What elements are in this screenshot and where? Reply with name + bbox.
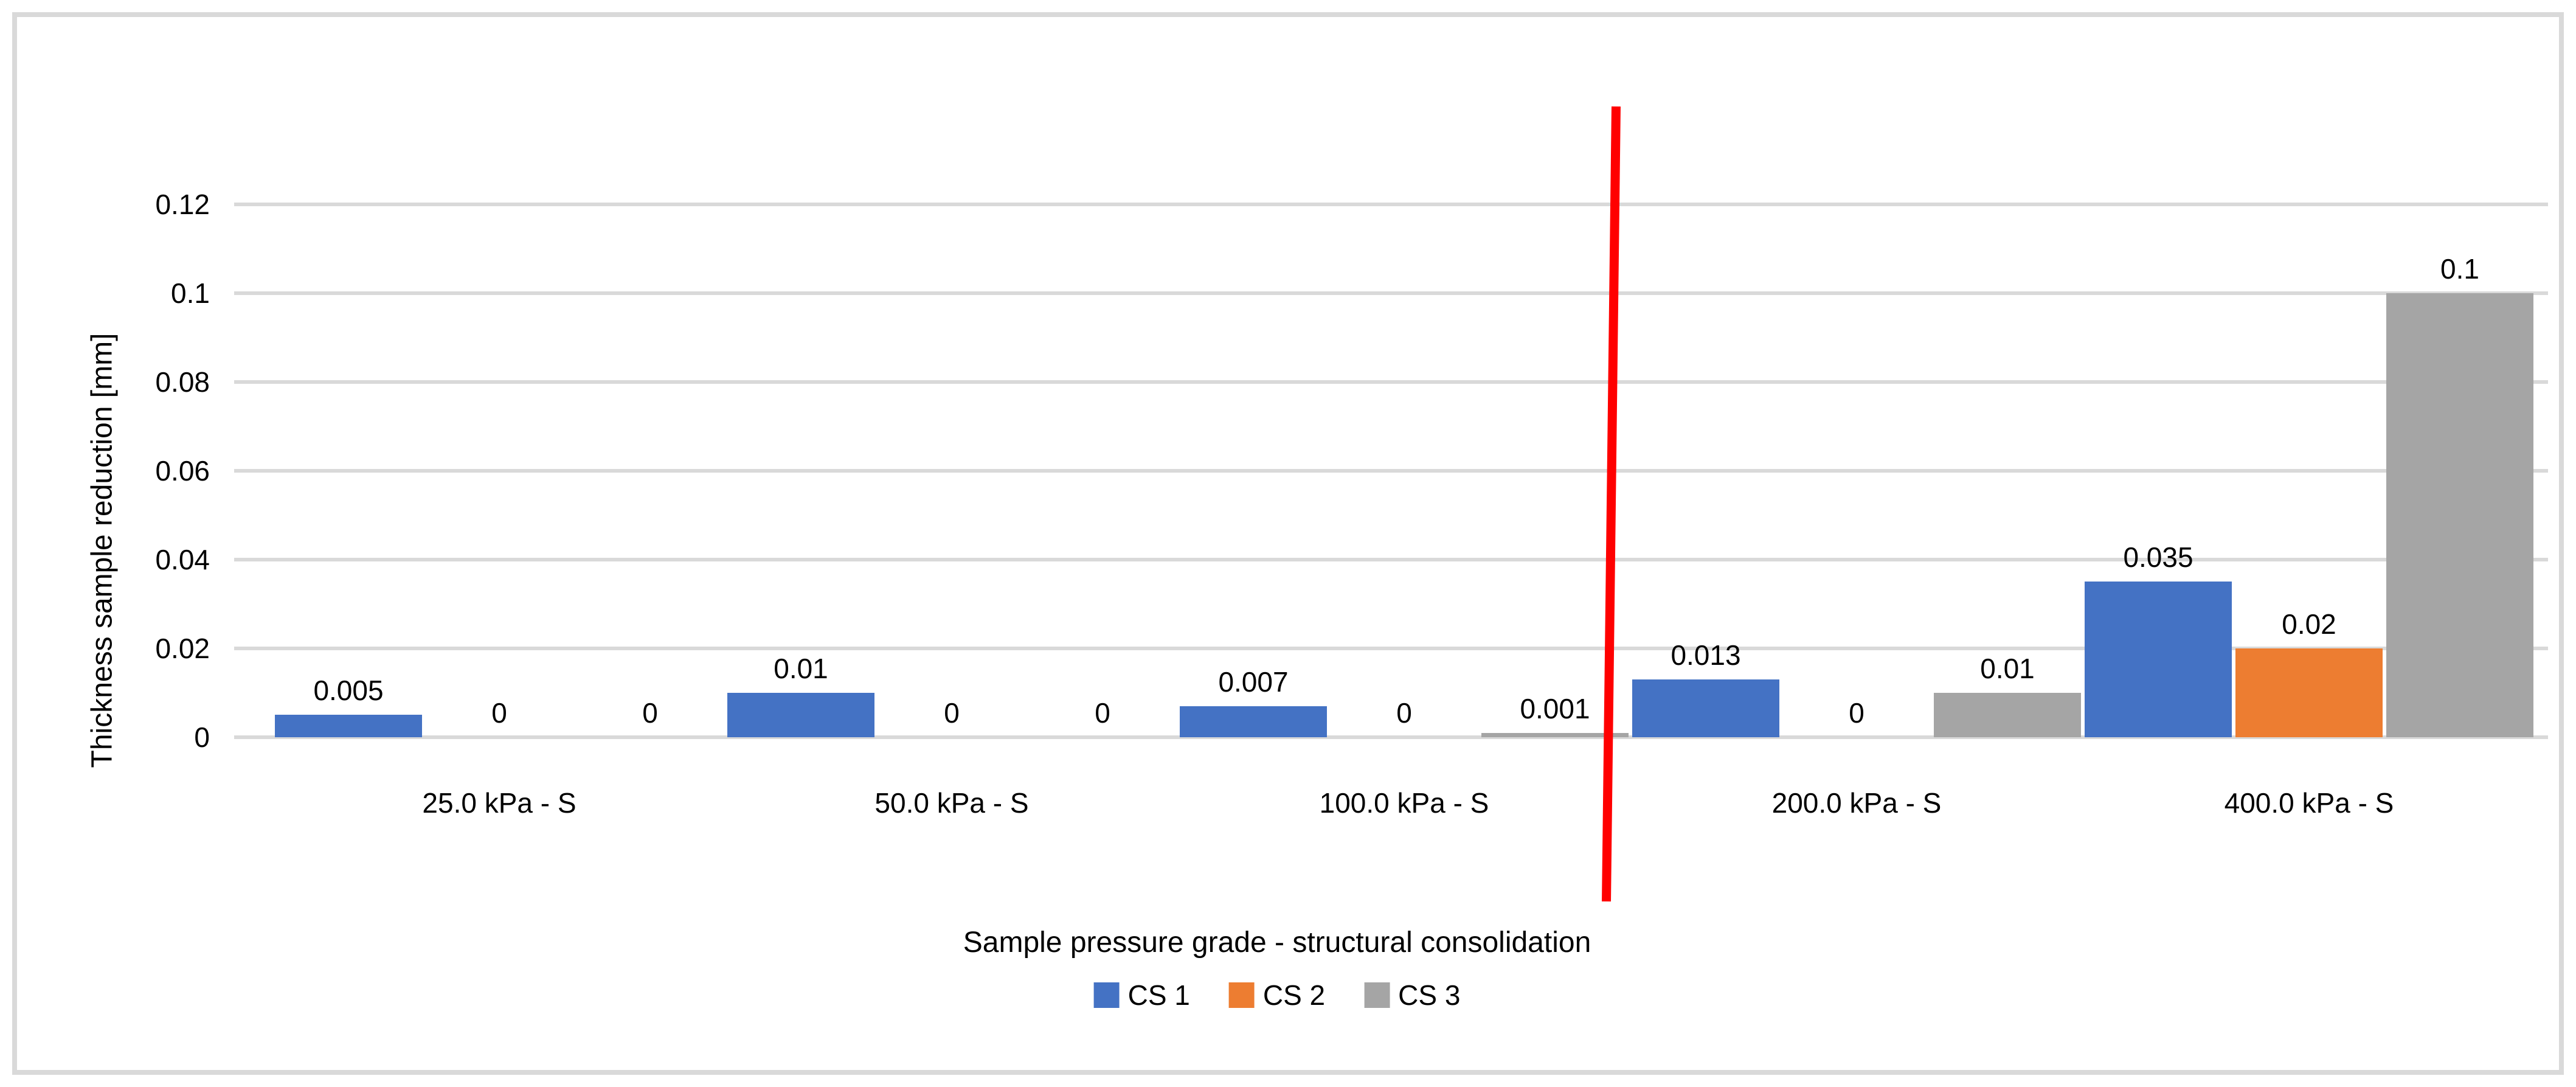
bar-cs1-100.0 <box>1180 706 1327 737</box>
x-category-label: 100.0 kPa - S <box>1319 787 1489 819</box>
legend-swatch-icon <box>1228 982 1255 1008</box>
y-tick-label: 0.04 <box>155 544 210 575</box>
y-tick-label: 0.06 <box>155 455 210 487</box>
x-category-label: 200.0 kPa - S <box>1771 787 1942 819</box>
data-label: 0.02 <box>2282 608 2336 640</box>
bar-cs1-50.0 <box>727 693 874 737</box>
bar-cs2-400.0 <box>2235 648 2383 737</box>
legend-item-cs-2: CS 2 <box>1228 978 1326 1012</box>
x-category-label: 50.0 kPa - S <box>874 787 1029 819</box>
y-tick-label: 0 <box>194 721 210 753</box>
legend-label: CS 3 <box>1398 979 1461 1011</box>
y-tick-label: 0.1 <box>171 277 210 309</box>
gridline-0.08 <box>234 380 2548 384</box>
data-label: 0.035 <box>2123 541 2193 573</box>
bar-cs1-200.0 <box>1632 679 1779 737</box>
data-label: 0 <box>1095 697 1110 729</box>
gridline-0.02 <box>234 647 2548 650</box>
y-tick-label: 0.08 <box>155 366 210 398</box>
bar-cs3-200.0 <box>1934 693 2081 737</box>
data-label: 0 <box>944 697 960 729</box>
data-label: 0.001 <box>1520 693 1590 724</box>
gridline-0 <box>234 735 2548 739</box>
chart-frame <box>12 12 2564 1075</box>
legend: CS 1 CS 2 CS 3 <box>1093 978 1460 1012</box>
gridline-0.04 <box>234 558 2548 561</box>
gridline-0.1 <box>234 291 2548 295</box>
x-category-label: 400.0 kPa - S <box>2224 787 2394 819</box>
data-label: 0 <box>1396 697 1412 729</box>
data-label: 0 <box>491 697 507 729</box>
legend-label: CS 2 <box>1262 979 1326 1011</box>
data-label: 0 <box>1849 697 1864 729</box>
legend-item-cs-1: CS 1 <box>1093 978 1190 1012</box>
gridline-0.12 <box>234 203 2548 206</box>
y-tick-label: 0.12 <box>155 189 210 220</box>
x-axis-title: Sample pressure grade - structural conso… <box>963 926 1591 959</box>
bar-cs3-400.0 <box>2386 293 2533 737</box>
legend-swatch-icon <box>1093 982 1120 1008</box>
data-label: 0.1 <box>2440 253 2479 285</box>
legend-label: CS 1 <box>1127 979 1190 1011</box>
data-label: 0 <box>642 697 658 729</box>
legend-item-cs-3: CS 3 <box>1364 978 1460 1012</box>
data-label: 0.013 <box>1671 639 1741 671</box>
y-tick-label: 0.02 <box>155 633 210 664</box>
data-label: 0.005 <box>313 675 384 706</box>
legend-swatch-icon <box>1364 982 1390 1008</box>
bar-cs1-25.0 <box>275 715 422 737</box>
data-label: 0.01 <box>1980 653 2035 684</box>
bar-cs3-100.0 <box>1481 733 1629 737</box>
x-category-label: 25.0 kPa - S <box>422 787 576 819</box>
data-label: 0.01 <box>774 653 828 684</box>
bar-cs1-400.0 <box>2085 582 2232 737</box>
data-label: 0.007 <box>1218 666 1289 698</box>
gridline-0.06 <box>234 469 2548 473</box>
